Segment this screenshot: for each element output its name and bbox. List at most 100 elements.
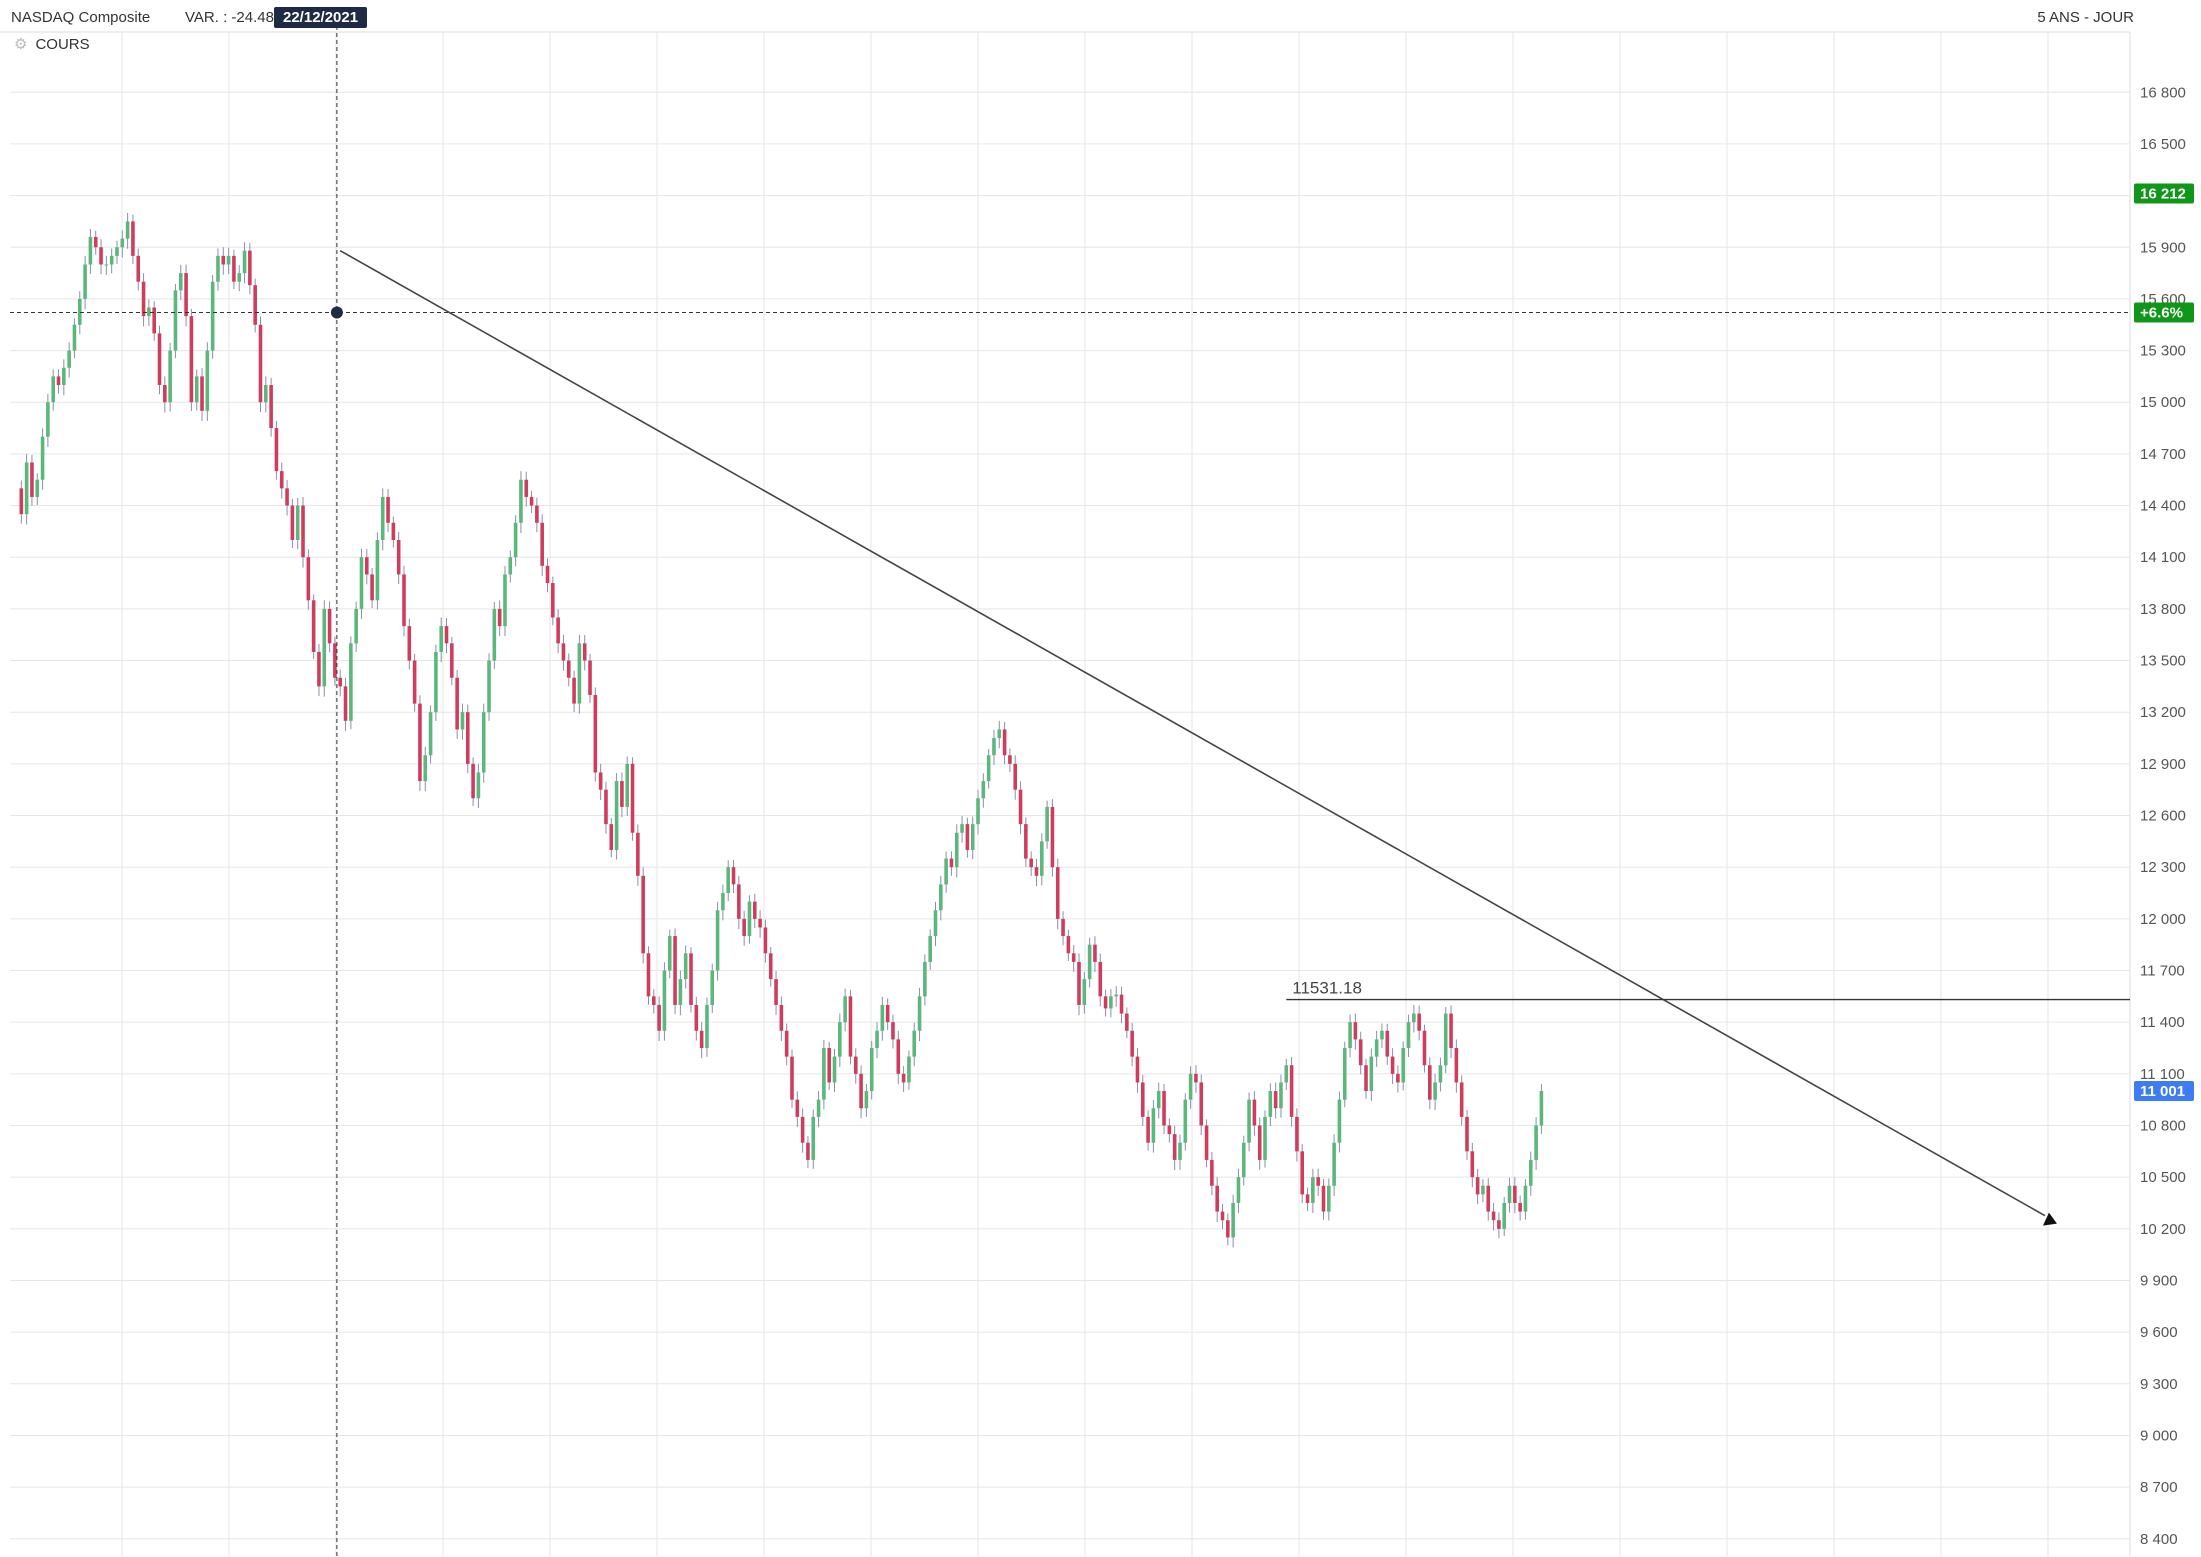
candle-body-up (976, 798, 980, 825)
y-tick-label: 14 100 (2140, 549, 2186, 566)
candle-body-down (896, 1039, 901, 1074)
candle-body-down (731, 867, 736, 885)
candle-body-up (77, 298, 82, 325)
high-price-badge-text: 16 212 (2140, 186, 2186, 203)
candle-body-down (545, 565, 550, 584)
candle-body-up (705, 1004, 709, 1048)
candle-body-down (189, 316, 194, 403)
candle (885, 998, 890, 1031)
candle (1417, 1005, 1421, 1041)
candle (1401, 1041, 1406, 1091)
candle-body-down (1513, 1185, 1517, 1203)
candle-body-up (1539, 1091, 1544, 1126)
candle (1433, 1073, 1437, 1110)
candle-body-up (997, 729, 1002, 739)
y-tick-label: 15 300 (2140, 343, 2186, 360)
candle (1502, 1196, 1506, 1237)
period-selector[interactable]: 5 ANS - JOUR (2037, 9, 2134, 26)
candle-body-up (811, 1116, 816, 1160)
candle-body-up (168, 350, 172, 403)
candle (295, 498, 300, 550)
candle-body-down (742, 918, 746, 937)
candle-body-up (1433, 1082, 1437, 1100)
candle-body-up (1039, 841, 1044, 876)
candle (816, 1091, 821, 1128)
candle-body-up (981, 781, 986, 799)
candle (35, 473, 40, 505)
candle-body-down (1210, 1159, 1214, 1186)
candle (1013, 755, 1018, 800)
y-tick-label: 13 500 (2140, 653, 2186, 670)
candle-body-up (625, 763, 630, 807)
candle-body-down (848, 996, 853, 1057)
candle-body-down (93, 236, 98, 248)
candle (758, 910, 762, 938)
candle (784, 1023, 789, 1066)
candle-body-up (1263, 1116, 1267, 1160)
candle-body-up (1183, 1099, 1188, 1143)
candle (232, 249, 236, 290)
candle-body-down (1002, 729, 1007, 756)
candle (1475, 1168, 1480, 1205)
candle (551, 576, 555, 626)
candle-body-down (641, 875, 645, 954)
candle (1029, 851, 1033, 876)
instrument-title: NASDAQ Composite (11, 9, 151, 26)
candle-body-up (1178, 1142, 1182, 1160)
candle (1443, 1007, 1448, 1074)
candle-body-up (1374, 1039, 1379, 1057)
candle (1034, 858, 1039, 887)
candle (56, 369, 61, 394)
candle (1204, 1119, 1209, 1168)
candle-body-down (285, 488, 289, 506)
candle (1220, 1204, 1225, 1230)
candle-body-up (178, 273, 183, 291)
candle (641, 867, 645, 964)
crosshair-date-badge: 22/12/2021 (274, 7, 368, 28)
candle-body-up (1337, 1099, 1342, 1143)
candle (248, 243, 252, 295)
candle-body-up (125, 221, 130, 239)
candle-body-up (120, 238, 125, 248)
candle (1358, 1031, 1363, 1075)
candle (173, 283, 178, 359)
candle (657, 996, 661, 1042)
candle-body-up (83, 264, 87, 299)
candle-body-down (157, 333, 162, 386)
candle (726, 860, 731, 902)
candle-body-up (907, 1056, 911, 1083)
y-tick-label: 14 400 (2140, 498, 2186, 515)
candle-body-up (237, 273, 242, 282)
series-label: COURS (35, 35, 90, 53)
series-legend[interactable]: ⚙ COURS (14, 35, 90, 54)
candle (1257, 1117, 1262, 1170)
candle (1449, 1005, 1453, 1058)
candle-body-up (1380, 1030, 1384, 1040)
candle (1507, 1177, 1512, 1213)
gear-icon[interactable]: ⚙ (14, 36, 28, 53)
candle-body-down (1024, 824, 1028, 859)
candle-body-up (24, 462, 29, 515)
candle-body-up (1332, 1142, 1336, 1186)
candle (1082, 971, 1087, 1014)
candle (1342, 1041, 1347, 1108)
candle (859, 1065, 863, 1119)
y-tick-label: 9 000 (2140, 1427, 2178, 1444)
candle-body-down (566, 660, 571, 678)
candle (614, 773, 619, 860)
candle-body-up (683, 953, 688, 980)
y-tick-label: 11 100 (2140, 1066, 2185, 1083)
candle (1024, 817, 1028, 867)
candle-body-down (407, 626, 412, 661)
candle (1231, 1194, 1235, 1248)
candle-body-down (636, 832, 640, 876)
candle-body-down (1093, 944, 1097, 962)
candle (508, 550, 513, 583)
y-tick-label: 10 200 (2140, 1221, 2186, 1238)
candle (960, 815, 964, 843)
candle-body-up (928, 936, 932, 962)
candle-body-up (614, 781, 619, 850)
candle-body-down (301, 505, 305, 558)
candle (917, 987, 922, 1042)
